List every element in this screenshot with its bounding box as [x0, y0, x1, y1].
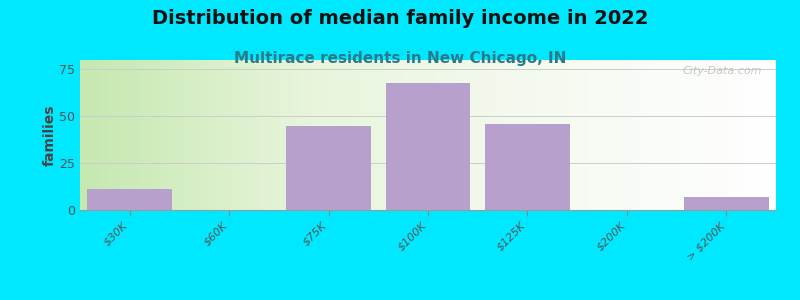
Text: City-Data.com: City-Data.com	[682, 66, 762, 76]
Bar	[485, 124, 570, 210]
Text: Multirace residents in New Chicago, IN: Multirace residents in New Chicago, IN	[234, 51, 566, 66]
Bar	[87, 189, 172, 210]
Y-axis label: families: families	[42, 104, 56, 166]
Text: Distribution of median family income in 2022: Distribution of median family income in …	[152, 9, 648, 28]
Bar	[684, 197, 769, 210]
Bar	[286, 126, 371, 210]
Bar	[386, 82, 470, 210]
